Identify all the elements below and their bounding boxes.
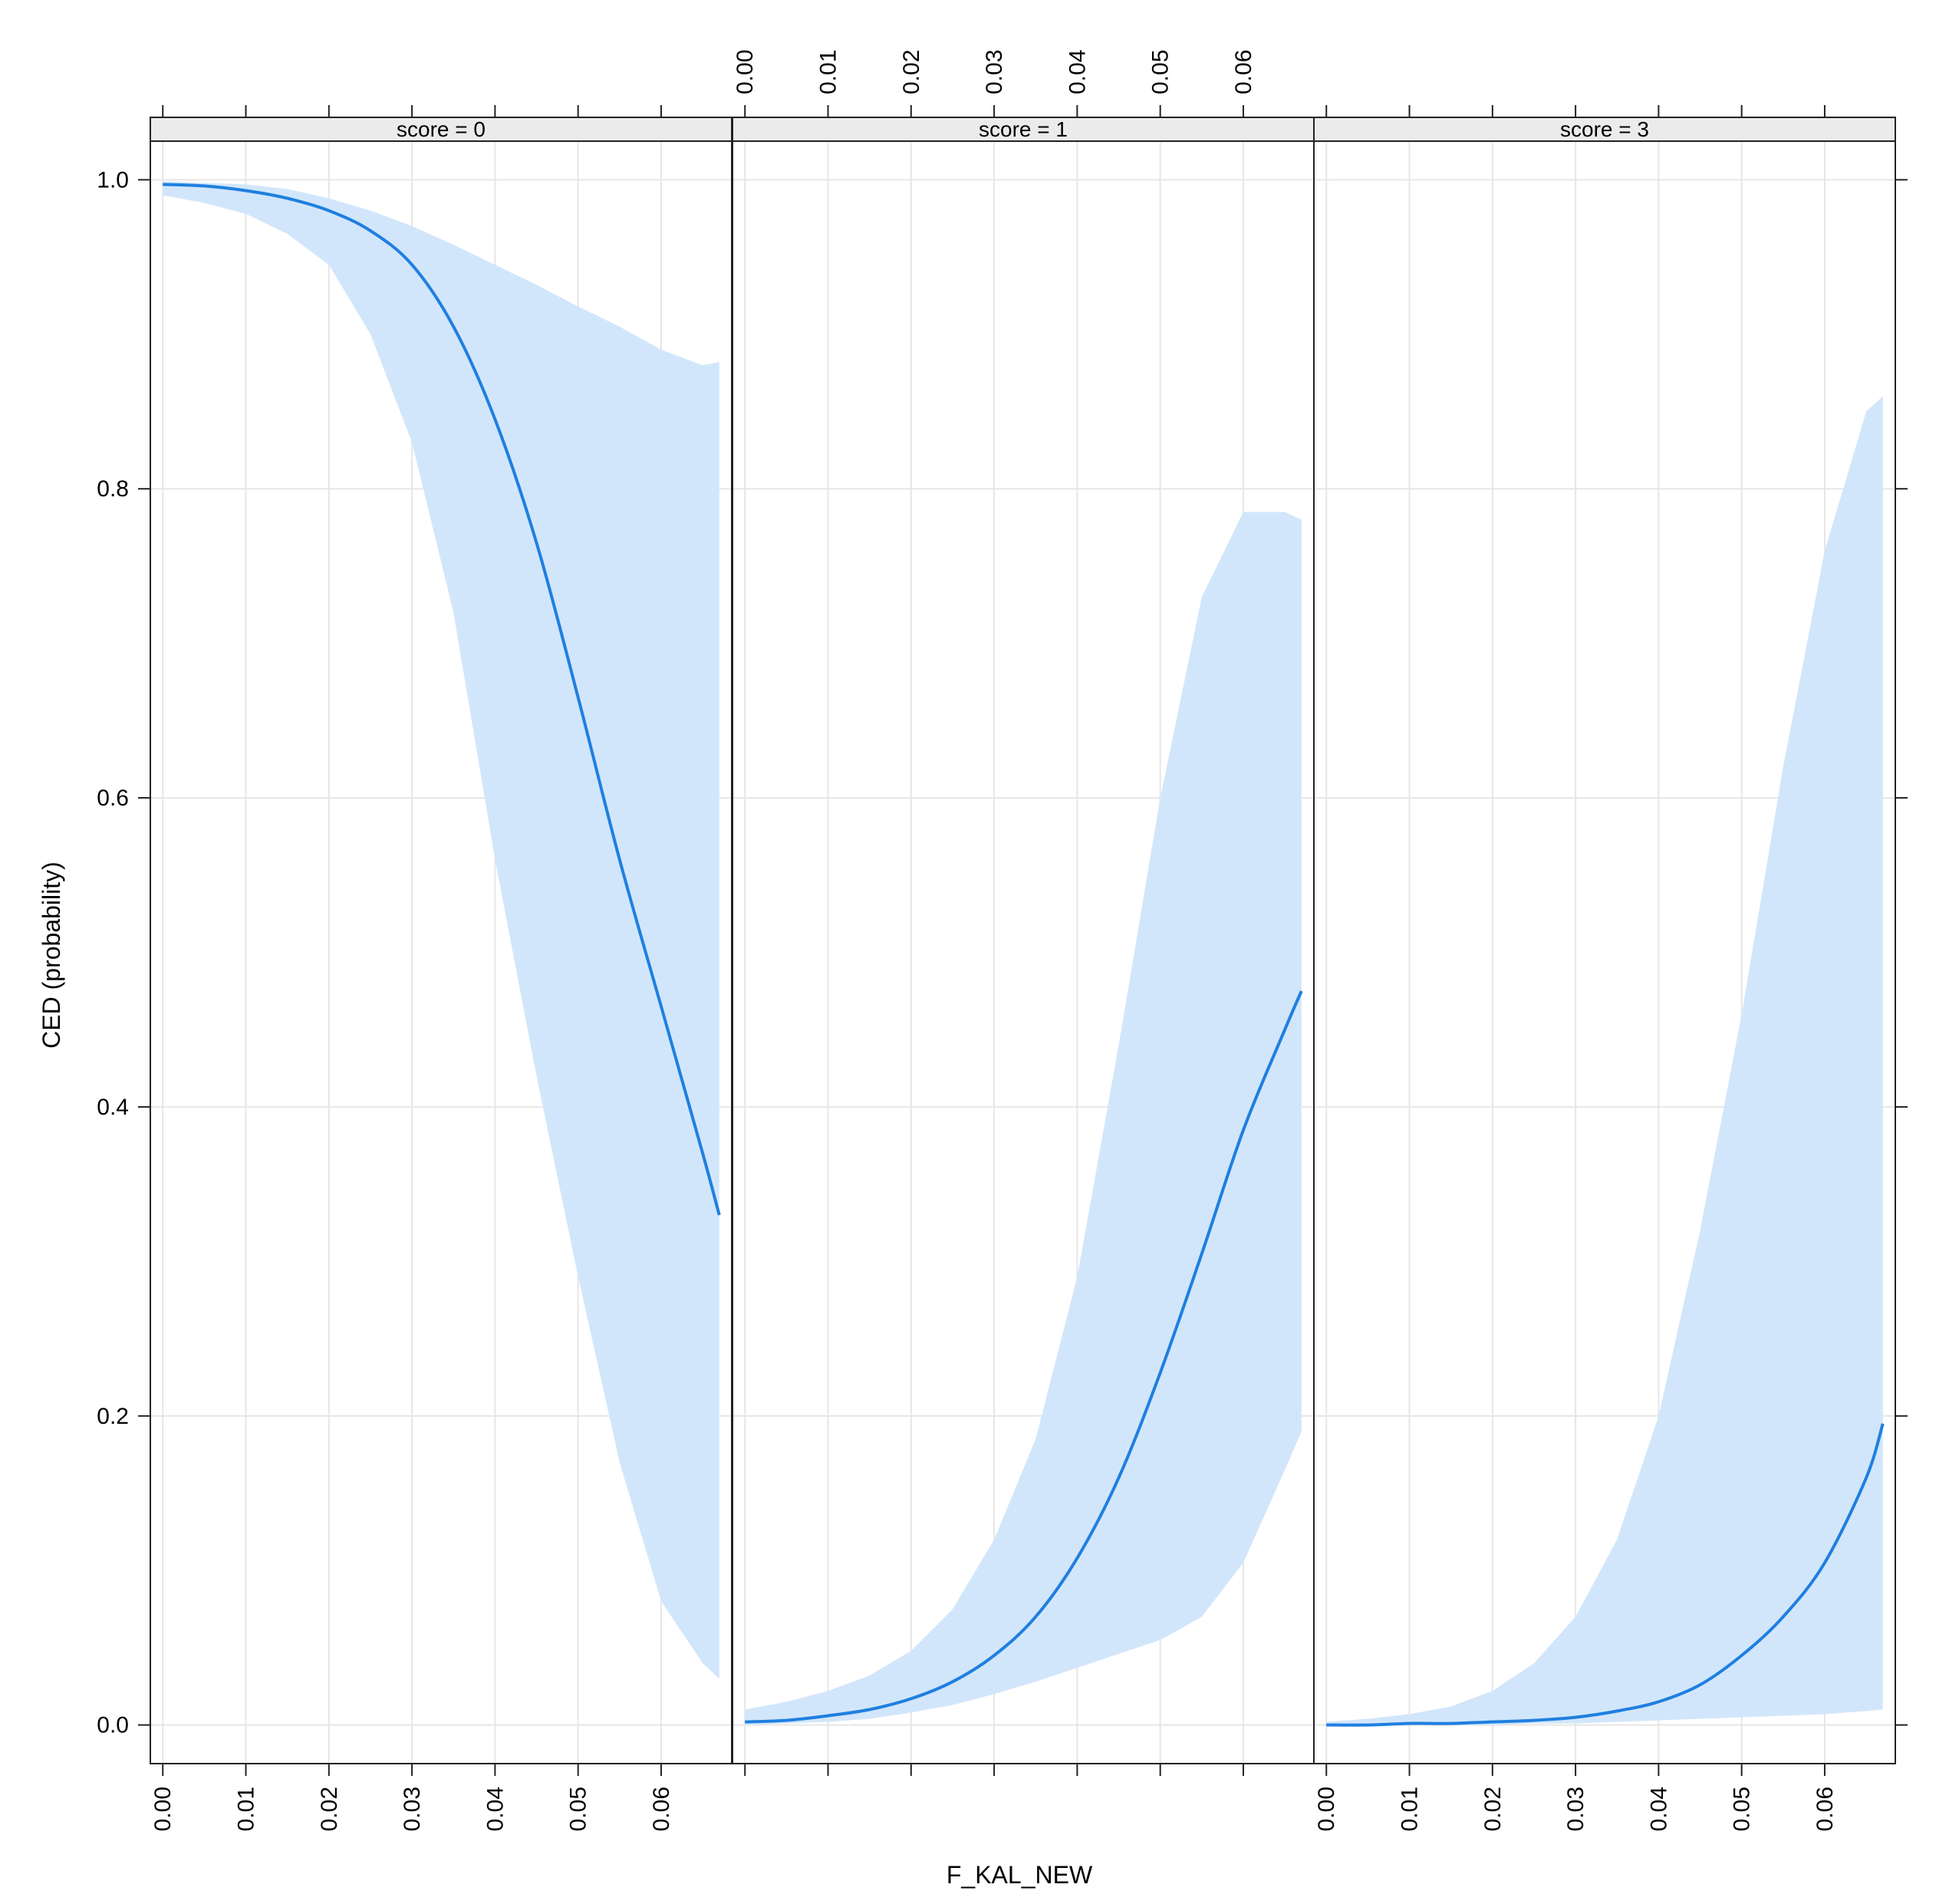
- x-tick-label: 0.04: [482, 1787, 508, 1831]
- fit-line: [163, 183, 721, 1216]
- strip-headers: score = 0 score = 1 score = 3: [150, 117, 1896, 142]
- strip-label: score = 1: [979, 117, 1068, 141]
- x-tick-label: 0.05: [1730, 1787, 1755, 1831]
- x-tick-label: 0.01: [1398, 1787, 1423, 1831]
- x-tick-label: 0.01: [816, 50, 841, 94]
- x-tick-label: 0.04: [1646, 1787, 1671, 1831]
- y-tick-label: 1.0: [97, 167, 129, 193]
- x-tick-label: 0.02: [317, 1787, 342, 1831]
- fit-line: [745, 990, 1303, 1724]
- x-tick-label: 0.00: [150, 1787, 176, 1831]
- x-axis-title: F_KAL_NEW: [947, 1861, 1093, 1889]
- x-tick-label: 0.03: [400, 1787, 425, 1831]
- x-tick-label: 0.04: [1065, 50, 1090, 94]
- x-tick-label: 0.02: [899, 50, 924, 94]
- x-tick-label: 0.06: [1812, 1787, 1838, 1831]
- x-tick-label: 0.01: [234, 1787, 259, 1831]
- x-tick-label: 0.05: [566, 1787, 591, 1831]
- y-tick-label: 0.0: [97, 1713, 129, 1738]
- y-tick-label: 0.4: [97, 1095, 129, 1120]
- x-tick-label: 0.00: [1314, 1787, 1339, 1831]
- x-tick-label: 0.06: [1231, 50, 1256, 94]
- x-tick-label: 0.06: [649, 1787, 674, 1831]
- x-tick-label: 0.05: [1148, 50, 1174, 94]
- axis-ticks: 0.00 0.01 0.02 0.03 0.04 0.05 0.06 0.00 0.01 0.02…: [97, 50, 1908, 1831]
- strip-label: score = 3: [1560, 117, 1649, 141]
- data-layer: [163, 181, 1885, 1727]
- confidence-band: [163, 181, 719, 1679]
- x-tick-label: 0.00: [733, 50, 758, 94]
- strip-header: [150, 117, 733, 142]
- y-axis-title: CED (probability): [38, 861, 65, 1049]
- x-tick-label: 0.02: [1480, 1787, 1506, 1831]
- x-tick-label: 0.03: [982, 50, 1007, 94]
- x-tick-label: 0.03: [1563, 1787, 1589, 1831]
- y-tick-label: 0.8: [97, 476, 129, 502]
- fit-line: [1326, 1423, 1885, 1727]
- y-tick-label: 0.2: [97, 1404, 129, 1429]
- confidence-band: [745, 512, 1302, 1725]
- confidence-band: [1326, 396, 1883, 1725]
- strip-header: [1313, 117, 1896, 142]
- y-tick-label: 0.6: [97, 786, 129, 811]
- strip-label: score = 0: [397, 117, 486, 141]
